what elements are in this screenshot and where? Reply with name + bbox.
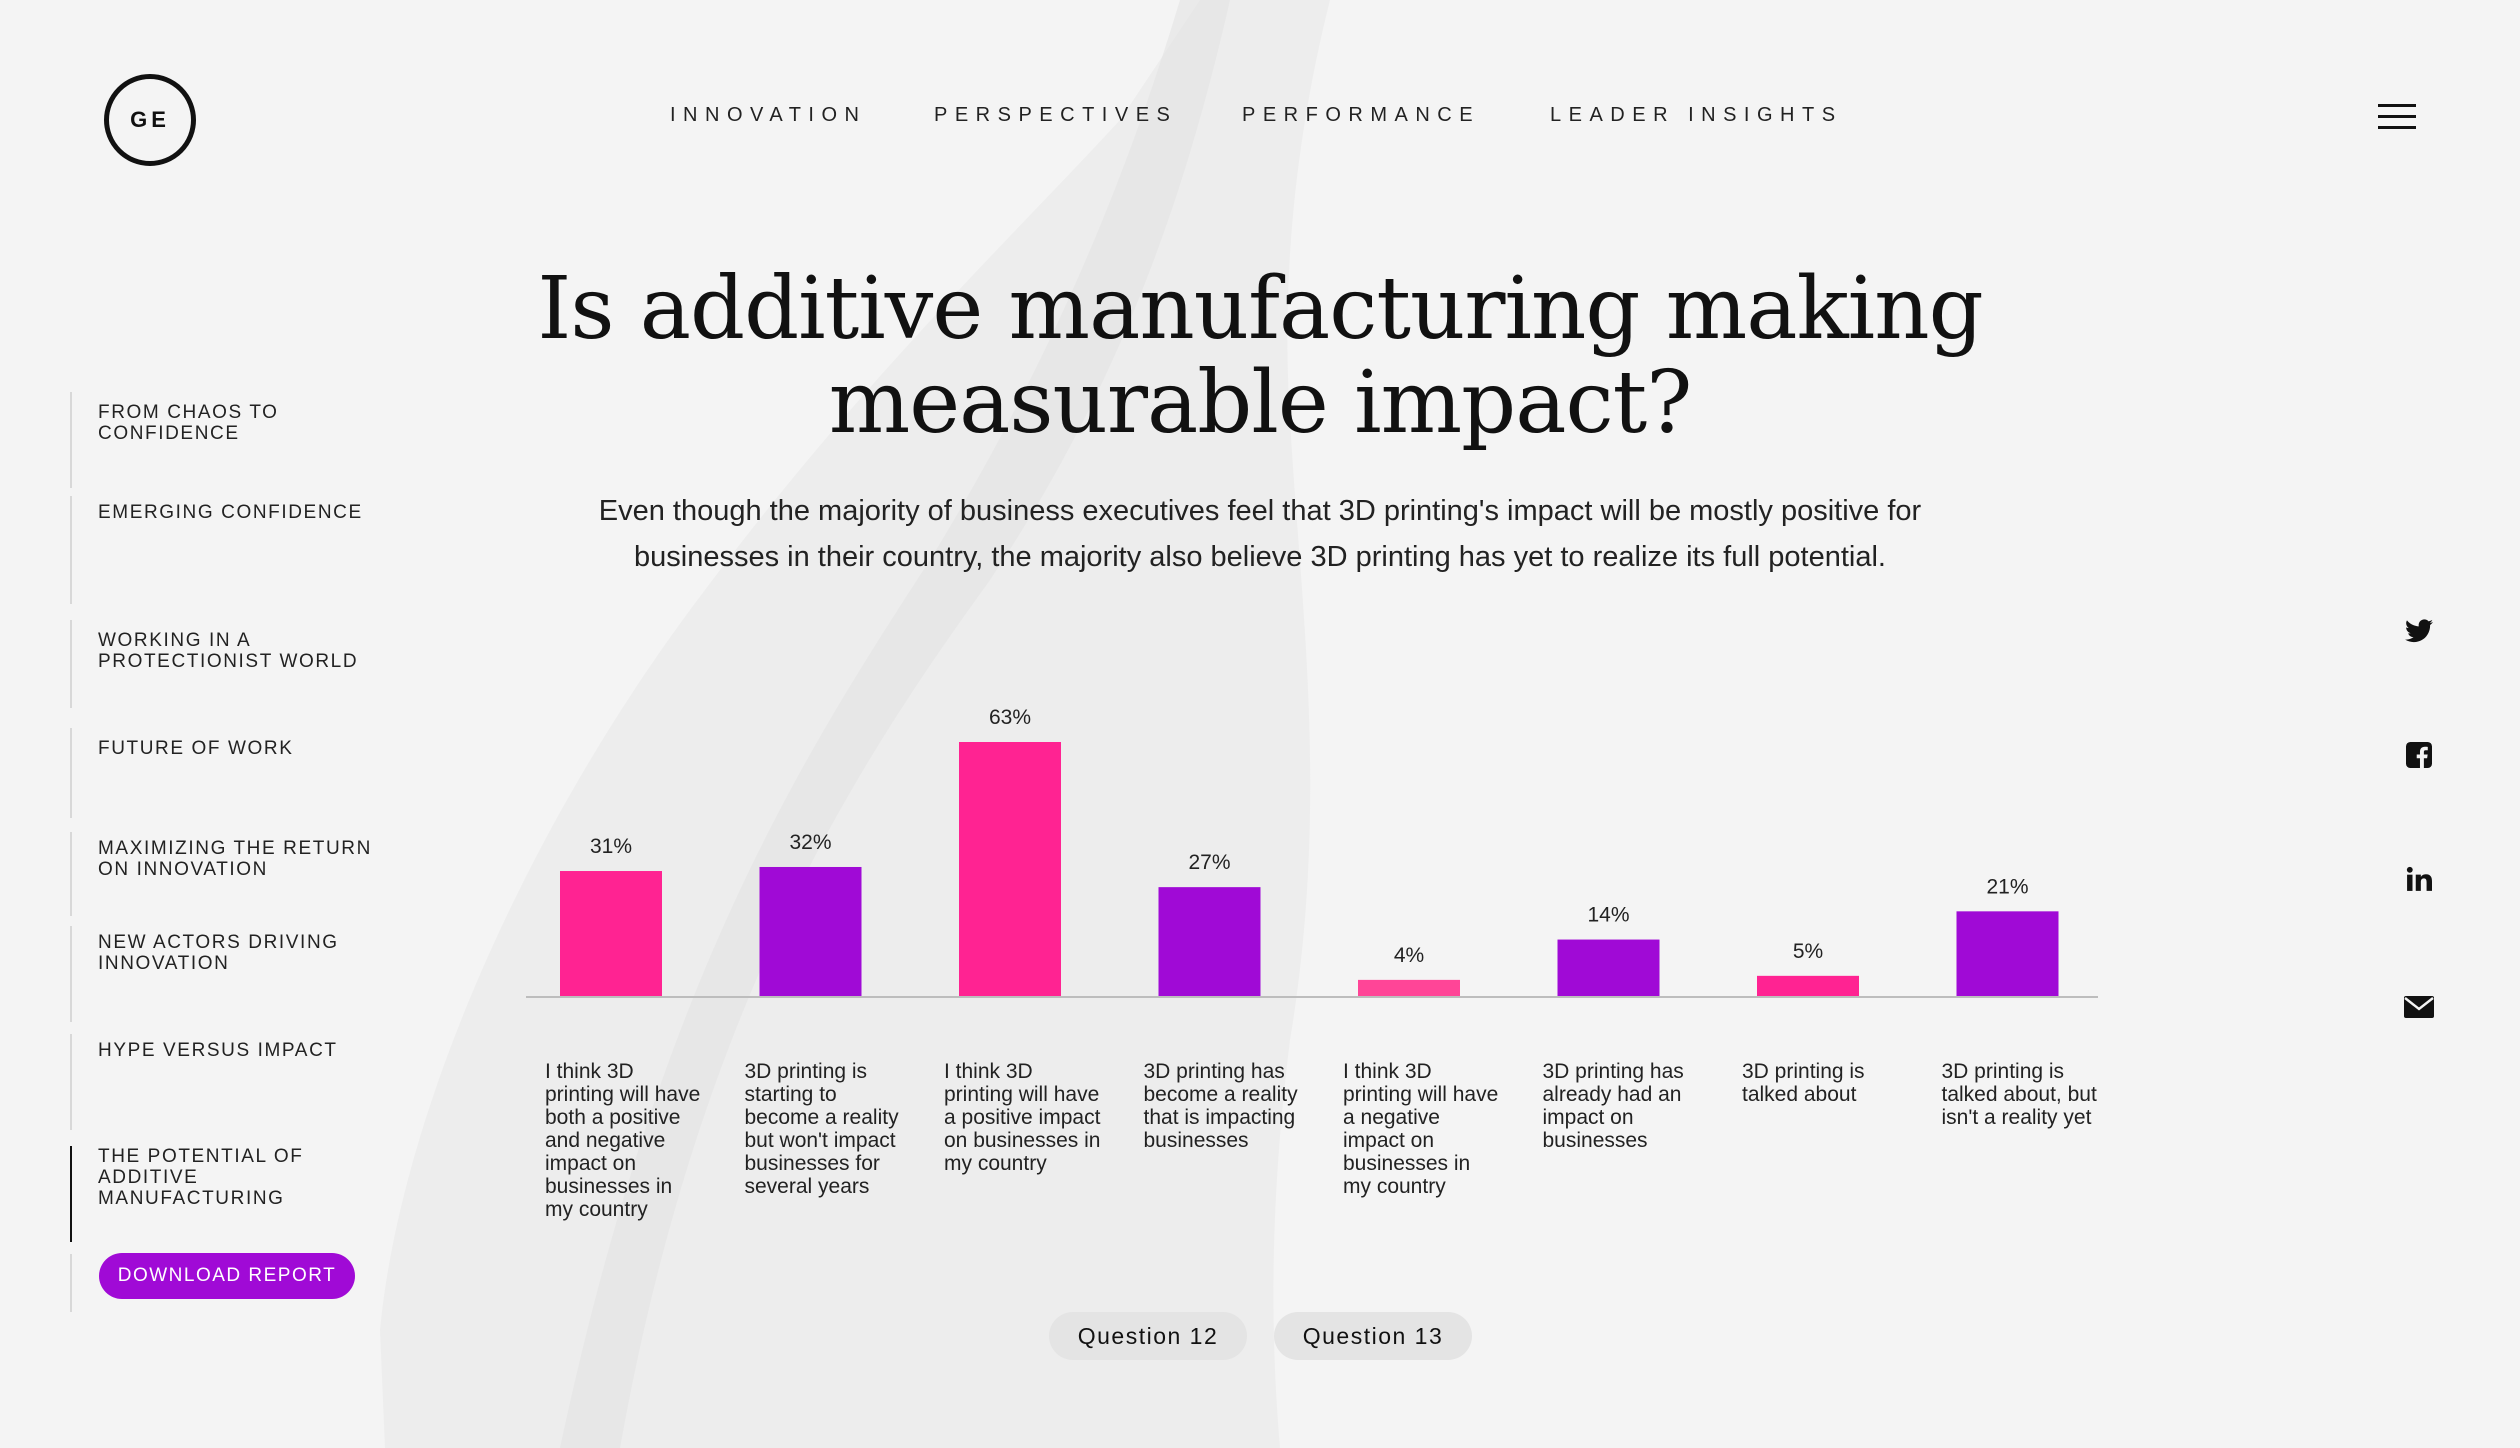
nav-perspectives[interactable]: PERSPECTIVES [934,104,1178,126]
sidebar-item-hype-versus-impact[interactable]: HYPE VERSUS IMPACT [70,1034,372,1130]
facebook-icon[interactable] [2402,738,2436,772]
page-title: Is additive manufacturing making measura… [537,259,1983,453]
bar-value-label-1: 31% [590,835,632,858]
sidebar-item-label: MAXIMIZING THE RETURN ON INNOVATION [98,838,372,880]
sidebar-item-label: NEW ACTORS DRIVING INNOVATION [98,932,339,974]
category-label-3: I think 3D printing will have a positive… [944,1060,1101,1175]
sidebar-item-label: FROM CHAOS TO CONFIDENCE [98,402,279,444]
bar-value-label-7: 5% [1793,940,1823,963]
category-label-1: I think 3D printing will have both a pos… [545,1060,701,1221]
ge-logo[interactable]: GE [104,74,196,166]
nav-innovation[interactable]: INNOVATION [670,104,867,126]
linkedin-icon[interactable] [2402,862,2436,896]
bar-value-label-2: 32% [789,831,831,854]
sidebar-item-from-chaos[interactable]: FROM CHAOS TO CONFIDENCE [70,392,372,488]
bar-value-label-8: 21% [1986,875,2028,898]
bar-4[interactable] [1158,887,1261,996]
bar-7[interactable] [1757,975,1859,996]
nav-performance[interactable]: PERFORMANCE [1242,104,1481,126]
bar-value-label-4: 27% [1188,851,1230,874]
category-label-5: I think 3D printing will have a negative… [1343,1060,1499,1198]
sidebar-item-label: FUTURE OF WORK [98,738,294,759]
category-label-6: 3D printing has already had an impact on… [1542,1060,1684,1152]
sidebar-item-label: HYPE VERSUS IMPACT [98,1040,338,1061]
bar-8[interactable] [1956,911,2059,996]
logo-text: GE [130,107,170,132]
sidebar-item-additive-manufacturing[interactable]: THE POTENTIAL OF ADDITIVE MANUFACTURING [70,1146,372,1242]
bar-value-label-3: 63% [989,706,1031,729]
sidebar-item-new-actors[interactable]: NEW ACTORS DRIVING INNOVATION [70,926,372,1022]
bar-5[interactable] [1358,979,1460,996]
bar-3[interactable] [959,742,1061,996]
download-report-button[interactable]: DOWNLOAD REPORT [99,1253,355,1299]
bar-2[interactable] [759,866,862,996]
bar-6[interactable] [1557,939,1660,996]
nav-leader-insights[interactable]: LEADER INSIGHTS [1550,104,1843,126]
chart-svg: 31% 32% 63% 27% 4% 14% 5% 21% [526,706,2098,998]
tab-question-13[interactable]: Question 13 [1274,1312,1472,1360]
category-label-8: 3D printing is talked about, but isn't a… [1941,1060,2097,1129]
sidebar-item-future-of-work[interactable]: FUTURE OF WORK [70,728,372,818]
bar-1[interactable] [560,871,662,996]
section-sidebar: FROM CHAOS TO CONFIDENCE EMERGING CONFID… [70,392,390,1312]
category-label-4: 3D printing has become a reality that is… [1143,1060,1298,1152]
sidebar-item-label: WORKING IN A PROTECTIONIST WORLD [98,630,359,672]
sidebar-item-label: EMERGING CONFIDENCE [98,502,363,523]
sidebar-download-rail [70,1254,372,1312]
sidebar-item-return-on-innovation[interactable]: MAXIMIZING THE RETURN ON INNOVATION [70,832,372,916]
category-label-2: 3D printing is starting to become a real… [744,1060,899,1198]
bar-value-label-5: 4% [1394,944,1424,967]
email-icon[interactable] [2402,990,2436,1024]
hamburger-icon[interactable] [2378,104,2416,134]
top-navigation: INNOVATION PERSPECTIVES PERFORMANCE LEAD… [670,104,1850,132]
page-subtitle: Even though the majority of business exe… [598,495,1922,573]
bar-chart: 31% 32% 63% 27% 4% 14% 5% 21% I think 3D printi… [520,690,2120,1221]
sidebar-item-protectionist-world[interactable]: WORKING IN A PROTECTIONIST WORLD [70,620,372,708]
sidebar-item-emerging-confidence[interactable]: EMERGING CONFIDENCE [70,496,372,604]
bar-value-label-6: 14% [1587,904,1629,927]
tab-question-12[interactable]: Question 12 [1049,1312,1247,1360]
twitter-icon[interactable] [2402,614,2436,648]
category-label-7: 3D printing is talked about [1742,1060,1865,1106]
sidebar-item-label: THE POTENTIAL OF ADDITIVE MANUFACTURING [98,1146,304,1209]
